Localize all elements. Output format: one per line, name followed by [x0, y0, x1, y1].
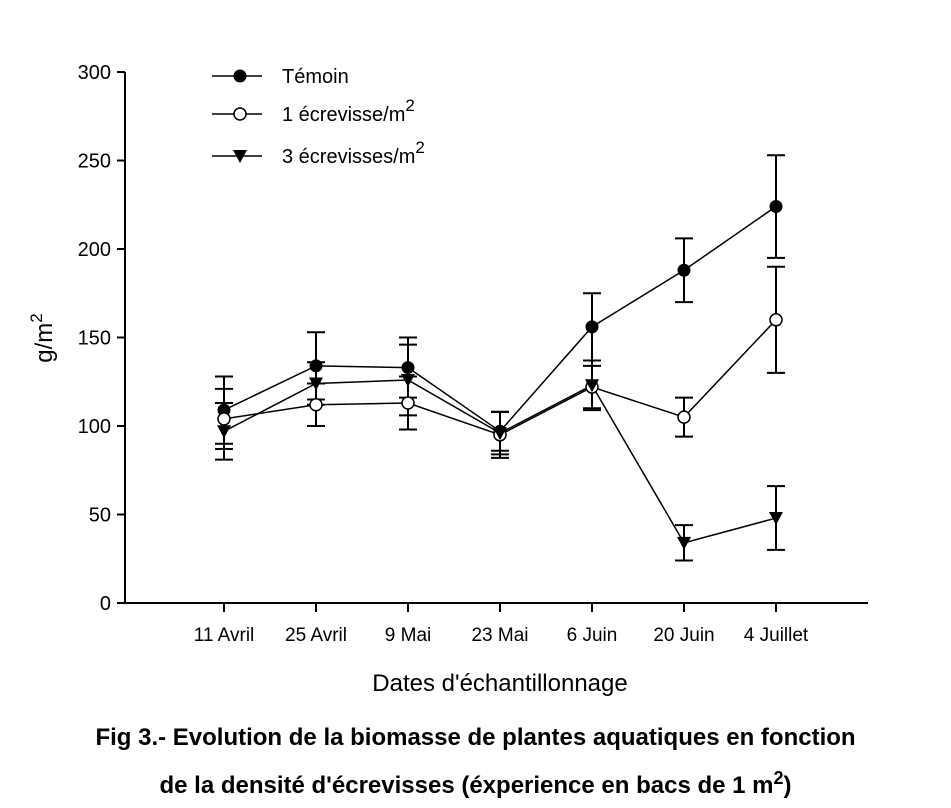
legend-label: 1 écrevisse/m2: [282, 96, 415, 126]
y-tick-label: 0: [100, 593, 111, 615]
marker-triangle-down: [493, 427, 507, 441]
y-axis-label: g/m2: [27, 313, 58, 362]
marker-open-circle: [769, 313, 783, 327]
marker-filled-circle: [233, 69, 247, 83]
marker-open-circle: [233, 107, 247, 121]
caption-line-2-end: ): [783, 772, 792, 799]
marker-filled-circle: [585, 320, 599, 334]
x-tick-label: 4 Juillet: [744, 625, 809, 646]
x-tick-label: 9 Mai: [385, 625, 431, 646]
marker-triangle-down: [217, 425, 231, 439]
marker-open-circle: [217, 412, 231, 426]
caption-line-2: de la densité d'écrevisses (éxperience e…: [0, 768, 951, 800]
legend-label: Témoin: [282, 66, 349, 88]
marker-open-circle: [677, 410, 691, 424]
x-tick-label: 6 Juin: [567, 625, 618, 646]
marker-filled-circle: [769, 200, 783, 214]
y-tick-label: 250: [78, 151, 111, 173]
marker-filled-circle: [677, 263, 691, 277]
marker-triangle-down: [401, 373, 415, 387]
marker-filled-circle: [401, 361, 415, 375]
y-axis-label-sup: 2: [27, 313, 46, 322]
caption-superscript: 2: [773, 768, 784, 788]
marker-open-circle: [309, 398, 323, 412]
marker-open-circle: [401, 396, 415, 410]
series-line: [223, 379, 777, 544]
marker-triangle-down: [233, 150, 247, 163]
legend-label: 3 écrevisses/m2: [282, 138, 425, 168]
marker-filled-circle: [309, 359, 323, 373]
marker-triangle-down: [677, 536, 691, 550]
x-axis-label: Dates d'échantillonnage: [372, 670, 627, 697]
marker-triangle-down: [585, 379, 599, 393]
line-chart: 0 50 100 150 200 250 300 11 Avril 25 Avril 9 Mai 2…: [27, 62, 868, 697]
x-tick-label: 20 Juin: [653, 625, 714, 646]
x-tick-label: 23 Mai: [471, 625, 528, 646]
y-tick-label: 150: [78, 328, 111, 350]
y-tick-label: 300: [78, 62, 111, 84]
y-tick-label: 50: [89, 505, 111, 527]
legend-label-sup: 2: [405, 96, 414, 115]
y-tick-label: 100: [78, 416, 111, 438]
caption-line-2-text: de la densité d'écrevisses (éxperience e…: [159, 772, 774, 799]
legend-label-sup: 2: [415, 138, 424, 157]
series-2: [215, 343, 785, 562]
x-tick-label: 11 Avril: [194, 625, 255, 646]
caption-line-1: Fig 3.- Evolution de la biomasse de plan…: [95, 724, 856, 751]
marker-triangle-down: [769, 512, 783, 526]
x-tick-label: 25 Avril: [285, 625, 347, 646]
marker-triangle-down: [309, 377, 323, 391]
y-tick-label: 200: [78, 239, 111, 261]
series-line: [223, 205, 777, 433]
